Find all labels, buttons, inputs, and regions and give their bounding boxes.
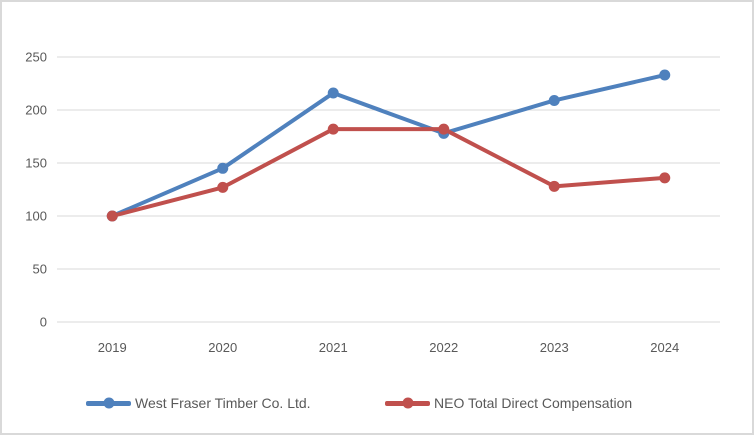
legend-item-neo-tdc: NEO Total Direct Compensation (385, 394, 632, 412)
legend-label-neo-tdc: NEO Total Direct Compensation (434, 395, 633, 411)
y-tick-label: 100 (25, 209, 47, 224)
series-line (110, 127, 667, 218)
data-point-marker (217, 181, 229, 193)
x-tick-label: 2019 (98, 340, 127, 355)
data-point-marker (106, 210, 118, 222)
legend-label-west-fraser: West Fraser Timber Co. Ltd. (135, 395, 311, 411)
x-tick-label: 2023 (540, 340, 569, 355)
y-tick-label: 0 (40, 315, 47, 330)
data-point-marker (548, 180, 560, 192)
series-line (110, 73, 667, 218)
data-point-marker (659, 172, 671, 184)
y-tick-label: 250 (25, 50, 47, 65)
data-point-marker (327, 87, 339, 99)
data-point-marker (327, 123, 339, 135)
legend-item-west-fraser: West Fraser Timber Co. Ltd. (86, 394, 311, 412)
y-tick-label: 50 (33, 262, 47, 277)
x-tick-label: 2022 (429, 340, 458, 355)
legend-dot-red-icon (402, 397, 413, 409)
data-point-marker (438, 123, 450, 135)
data-point-marker (217, 162, 229, 174)
data-point-marker (548, 94, 560, 106)
y-tick-label: 150 (25, 156, 47, 171)
y-tick-label: 200 (25, 103, 47, 118)
legend-dot-blue-icon (103, 397, 114, 409)
legend-line-marker-red-icon (385, 397, 430, 409)
x-tick-label: 2021 (319, 340, 348, 355)
x-tick-label: 2020 (208, 340, 237, 355)
data-point-marker (659, 69, 671, 81)
legend-line-marker-blue-icon (86, 397, 131, 409)
x-tick-label: 2024 (650, 340, 679, 355)
